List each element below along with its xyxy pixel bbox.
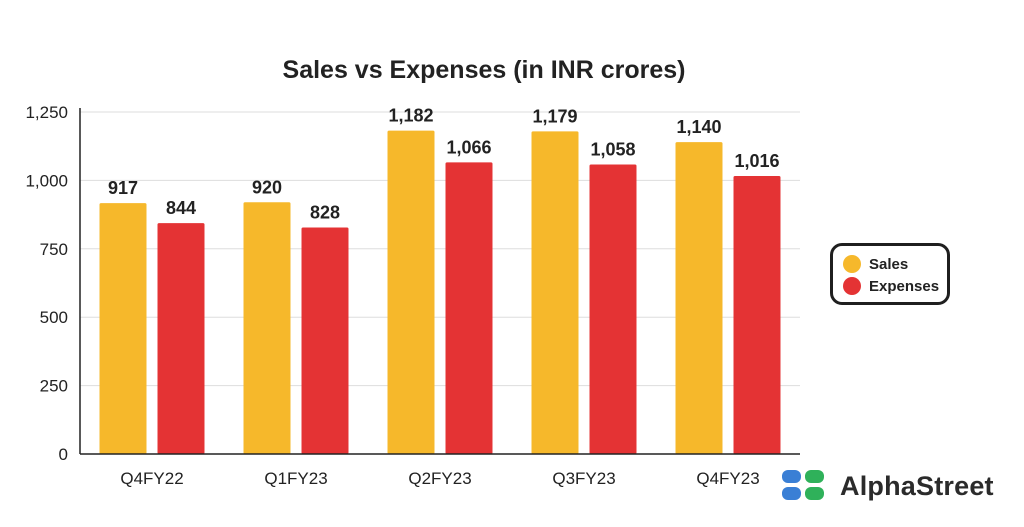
x-tick-label: Q4FY23: [696, 469, 759, 488]
x-tick-label: Q3FY23: [552, 469, 615, 488]
data-label-expenses: 828: [310, 202, 340, 222]
data-label-sales: 1,140: [676, 117, 721, 137]
x-tick-label: Q4FY22: [120, 469, 183, 488]
data-label-sales: 917: [108, 178, 138, 198]
alphastreet-logo-icon: [782, 470, 824, 500]
data-label-expenses: 1,058: [590, 140, 635, 160]
y-tick-label: 750: [40, 240, 68, 259]
bars-layer: [99, 130, 781, 455]
bar-sales-q4fy22: [99, 203, 147, 454]
legend-label-sales: Sales: [869, 255, 909, 273]
data-label-expenses: 844: [166, 198, 196, 218]
legend-swatch-expenses: [843, 277, 861, 295]
bar-expenses-q4fy23: [733, 176, 781, 454]
data-label-sales: 1,182: [388, 106, 433, 126]
bar-sales-q4fy23: [675, 142, 723, 454]
bar-expenses-q3fy23: [589, 164, 637, 455]
brand-name: AlphaStreet: [840, 470, 994, 501]
bar-expenses-q4fy22: [157, 223, 205, 454]
data-label-expenses: 1,016: [734, 151, 779, 171]
legend-label-expenses: Expenses: [869, 277, 940, 295]
legend-item-sales: Sales: [843, 255, 908, 273]
y-tick-label: 1,000: [25, 171, 68, 190]
bar-expenses-q2fy23: [445, 162, 493, 454]
y-tick-label: 500: [40, 308, 68, 327]
data-label-sales: 920: [252, 177, 282, 197]
bar-sales-q3fy23: [531, 131, 579, 454]
bar-sales-q2fy23: [387, 130, 435, 454]
legend-item-expenses: Expenses: [843, 277, 939, 295]
y-tick-label: 0: [59, 445, 68, 464]
axis-layer: 0 250 500 750 1,000 1,250 Q4FY22 Q1FY23 Q2FY23 Q3…: [25, 103, 800, 488]
chart-title: Sales vs Expenses (in INR crores): [283, 56, 686, 84]
chart-legend: Sales Expenses: [830, 243, 950, 305]
data-label-expenses: 1,066: [446, 137, 491, 157]
y-tick-label: 250: [40, 377, 68, 396]
legend-swatch-sales: [843, 255, 861, 273]
labels-layer: 917 844 920 828 1,182 1,066 1,179 1,058 1,140 1,0…: [108, 106, 780, 223]
data-label-sales: 1,179: [532, 106, 577, 126]
brand-logo: AlphaStreet: [782, 470, 994, 502]
x-tick-label: Q1FY23: [264, 469, 327, 488]
y-tick-label: 1,250: [25, 103, 68, 122]
x-tick-label: Q2FY23: [408, 469, 471, 488]
bar-expenses-q1fy23: [301, 227, 349, 454]
bar-sales-q1fy23: [243, 202, 291, 454]
